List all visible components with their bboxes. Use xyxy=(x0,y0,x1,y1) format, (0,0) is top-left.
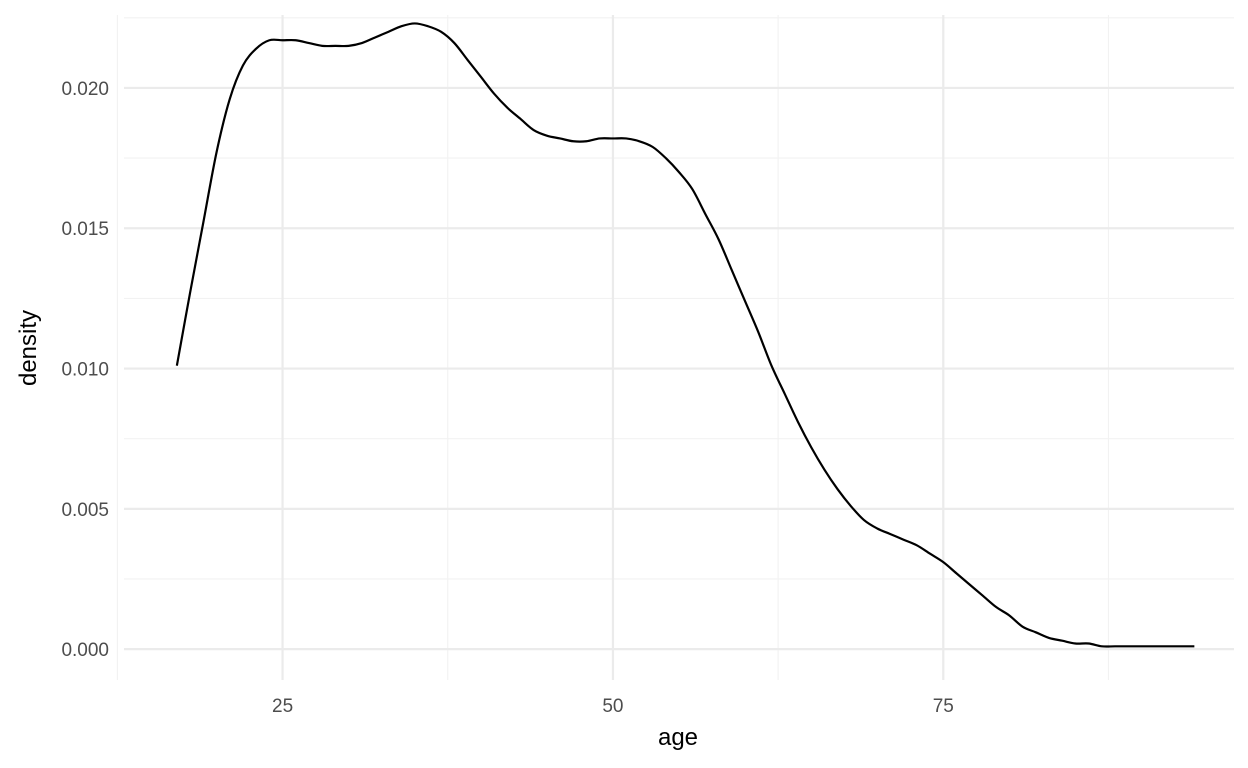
y-tick-label: 0.010 xyxy=(61,360,109,381)
density-line xyxy=(175,22,1195,648)
x-axis-title: age xyxy=(658,724,698,751)
y-axis-tick-labels: 0.000 0.005 0.010 0.015 0.020 xyxy=(61,79,109,661)
x-axis-tick-labels: 25 50 75 xyxy=(272,696,954,717)
y-tick-label: 0.005 xyxy=(61,500,109,521)
minor-gridlines xyxy=(116,15,1234,680)
x-tick-label: 75 xyxy=(933,696,954,717)
major-gridlines xyxy=(124,15,1234,680)
y-tick-label: 0.020 xyxy=(61,79,109,100)
x-tick-label: 25 xyxy=(272,696,293,717)
x-tick-label: 50 xyxy=(602,696,623,717)
y-tick-label: 0.015 xyxy=(61,219,109,240)
density-series xyxy=(175,22,1195,648)
y-axis-title: density xyxy=(15,310,42,386)
y-tick-label: 0.000 xyxy=(61,640,109,661)
